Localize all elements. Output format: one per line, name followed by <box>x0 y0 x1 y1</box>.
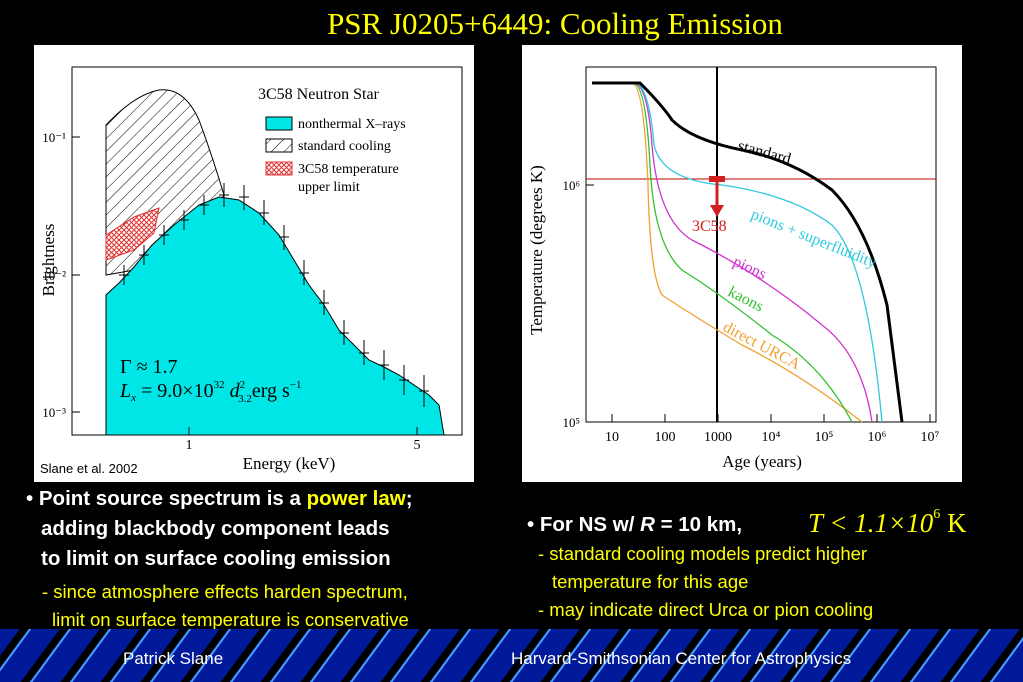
legend-swatch-nonthermal <box>265 116 293 131</box>
plot-frame <box>585 66 937 423</box>
y-tick-label: 10⁻¹ <box>42 130 66 145</box>
text: limit on surface temperature is conserva… <box>52 609 409 630</box>
formula-text: T < 1.1×10 <box>808 508 934 538</box>
highlight-text: power law <box>306 487 406 510</box>
curve-kaons <box>592 82 853 423</box>
legend-item: nonthermal X–rays <box>298 117 406 132</box>
legend-title: 3C58 Neutron Star <box>258 86 380 103</box>
text: R <box>640 513 655 536</box>
legend-item: standard cooling <box>298 139 391 154</box>
y-tick-label: 10⁻² <box>42 268 66 283</box>
x-tick-label: 10⁴ <box>762 430 781 445</box>
text: • Point source spectrum is a <box>26 487 307 510</box>
slide-title: PSR J0205+6449: Cooling Emission <box>327 6 783 41</box>
text: temperature for this age <box>552 571 749 592</box>
x-tick-label: 1 <box>186 438 193 453</box>
text: ; <box>405 487 413 510</box>
x-axis-label: Energy (keV) <box>243 454 336 473</box>
temperature-formula: T < 1.1×106 K <box>808 507 967 539</box>
text: to limit on surface cooling emission <box>41 547 391 570</box>
cooling-chart-panel: 10 100 1000 10⁴ 10⁵ 10⁶ 10⁷ 10⁶ 10⁵ Age … <box>522 45 962 482</box>
data-points <box>119 183 429 407</box>
left-bullet-sub: - since atmosphere effects harden spectr… <box>42 578 409 634</box>
x-tick-label: 10 <box>605 430 619 445</box>
y-tick-label: 10⁻³ <box>42 405 66 420</box>
y-tick-label: 10⁵ <box>562 415 580 430</box>
x-tick-label: 10⁷ <box>921 430 940 445</box>
x-tick-label: 10⁵ <box>815 430 834 445</box>
curve-standard <box>592 81 904 423</box>
text: adding blackbody component leads <box>41 517 390 540</box>
x-tick-label: 100 <box>655 430 676 445</box>
x-tick-label: 10⁶ <box>868 430 887 445</box>
luminosity-label: Lx = 9.0×1032 d2 3.2erg s−1 <box>119 379 302 405</box>
legend-swatch-limit <box>265 161 293 176</box>
left-bullet-main: • Point source spectrum is a power law; … <box>26 484 413 574</box>
curve-direct-urca <box>592 82 863 423</box>
footer-author: Patrick Slane <box>123 649 224 668</box>
formula-exponent: 6 <box>933 507 941 522</box>
spectrum-chart-panel: 10⁻¹ 10⁻² 10⁻³ 1 5 Energy (keV) Brightne… <box>34 45 474 482</box>
legend-swatch-standard <box>265 138 293 153</box>
limit-arrowhead <box>710 205 724 217</box>
spectrum-chart: 10⁻¹ 10⁻² 10⁻³ 1 5 Energy (keV) Brightne… <box>39 66 463 473</box>
legend-item: 3C58 temperature <box>298 162 399 177</box>
x-tick-label: 5 <box>414 438 421 453</box>
curve-pions <box>592 82 873 423</box>
footer-institution: Harvard-Smithsonian Center for Astrophys… <box>511 649 852 668</box>
text: - standard cooling models predict higher <box>538 543 868 564</box>
y-axis-label: Temperature (degrees K) <box>527 165 546 335</box>
curve-label-3c58: 3C58 <box>692 218 727 235</box>
temperature-limit-region <box>105 207 160 261</box>
text: - since atmosphere effects harden spectr… <box>42 581 408 602</box>
text: - may indicate direct Urca or pion cooli… <box>538 599 874 620</box>
curve-pions-superfluidity <box>592 82 883 423</box>
text: • For NS w/ <box>527 513 641 536</box>
footer-bar <box>0 629 1023 682</box>
figure-credit: Slane et al. 2002 <box>40 461 138 476</box>
text: = 10 km, <box>654 513 743 536</box>
legend-item: upper limit <box>298 180 360 195</box>
footer-stripes <box>0 629 1023 682</box>
x-axis-label: Age (years) <box>722 452 802 471</box>
gamma-label: Γ ≈ 1.7 <box>120 356 178 378</box>
right-bullet-sub: - standard cooling models predict higher… <box>538 540 873 624</box>
formula-unit: K <box>940 508 967 538</box>
right-bullet-main: • For NS w/ R = 10 km, <box>527 510 742 540</box>
y-tick-label: 10⁶ <box>562 178 580 193</box>
x-tick-label: 1000 <box>704 430 732 445</box>
cooling-chart: 10 100 1000 10⁴ 10⁵ 10⁶ 10⁷ 10⁶ 10⁵ Age … <box>527 66 940 471</box>
limit-marker <box>709 176 725 182</box>
y-axis-label: Brightness <box>39 224 58 297</box>
